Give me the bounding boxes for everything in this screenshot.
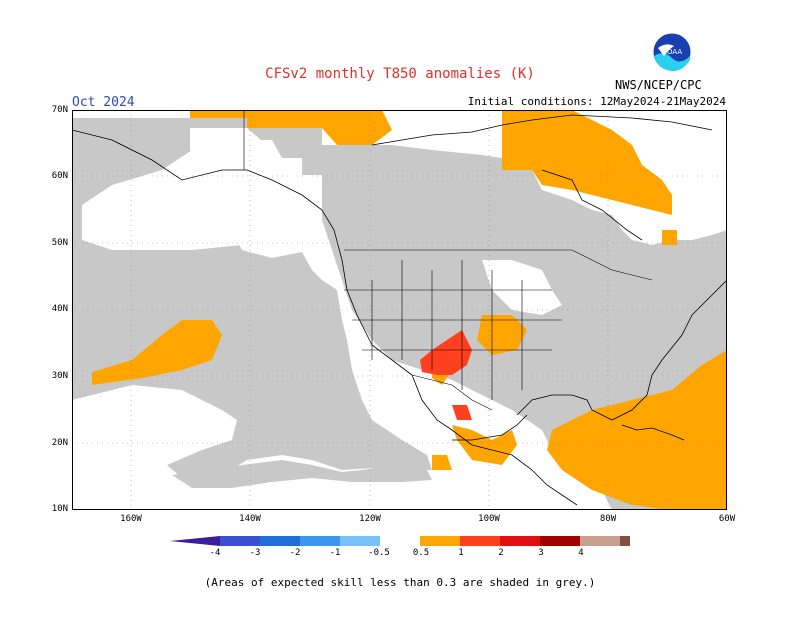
legend-label: -1 [329,548,341,558]
legend-swatch [340,536,380,546]
initial-conditions: Initial conditions: 12May2024-21May2024 [467,95,726,108]
legend-label: 2 [498,548,504,558]
color-legend [170,536,630,546]
svg-text:NOAA: NOAA [662,48,683,56]
lon-label: 80W [599,514,617,524]
lat-label: 70N [51,105,68,115]
noaa-logo-icon: NOAA [652,32,692,76]
lon-label: 160W [120,514,142,524]
legend-swatch [420,536,460,546]
legend-swatch [460,536,500,546]
legend-swatch [580,536,620,546]
lat-label: 40N [51,304,68,314]
lat-label: 60N [51,171,68,181]
legend-label: -4 [209,548,221,558]
legend-label: -2 [289,548,301,558]
legend-label: -0.5 [368,548,390,558]
legend-label: 1 [458,548,464,558]
lat-label: 50N [51,238,68,248]
lat-label: 30N [51,371,68,381]
legend-label: 3 [538,548,544,558]
graticule [72,110,727,510]
forecast-month: Oct 2024 [72,95,135,110]
legend-swatch [380,536,420,546]
coastlines [72,114,727,506]
legend-label: -3 [249,548,261,558]
agency-label: NWS/NCEP/CPC [615,78,702,92]
legend-swatch [300,536,340,546]
map-title: CFSv2 monthly T850 anomalies (K) [265,66,535,82]
lon-label: 100W [478,514,500,524]
anomaly-map [72,110,727,510]
legend-swatch [260,536,300,546]
legend-swatch [620,536,630,546]
legend-swatch [500,536,540,546]
warm-anomaly-1-to-2 [420,330,472,420]
legend-label: 4 [578,548,584,558]
skill-footnote: (Areas of expected skill less than 0.3 a… [204,576,596,589]
lat-label: 10N [51,504,68,514]
lon-label: 140W [239,514,261,524]
lon-label: 120W [359,514,381,524]
lat-label: 20N [51,438,68,448]
legend-label: 0.5 [412,548,430,558]
legend-swatch [220,536,260,546]
lon-label: 60W [718,514,736,524]
legend-swatch [170,536,220,546]
low-anomaly-areas [72,128,702,500]
legend-swatch [540,536,580,546]
